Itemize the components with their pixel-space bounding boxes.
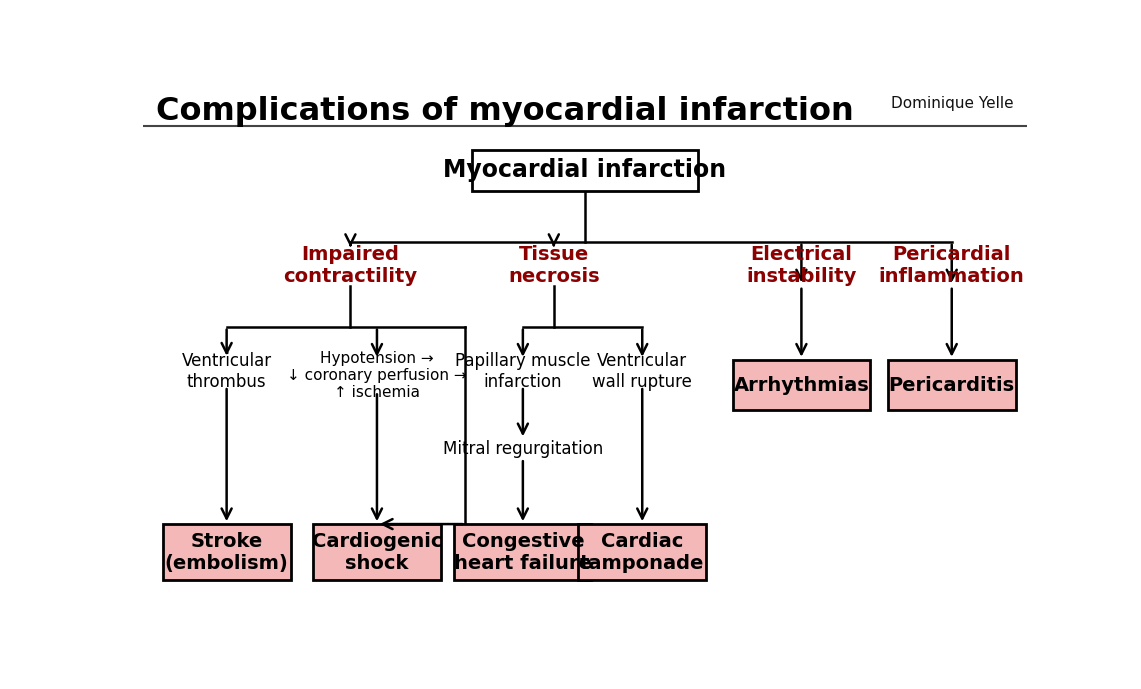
Text: Papillary muscle
infarction: Papillary muscle infarction (455, 352, 591, 391)
Text: Mitral regurgitation: Mitral regurgitation (443, 440, 602, 457)
Text: Myocardial infarction: Myocardial infarction (443, 158, 727, 182)
Text: Hypotension →
↓ coronary perfusion →
↑ ischemia: Hypotension → ↓ coronary perfusion → ↑ i… (288, 351, 467, 400)
Text: Tissue
necrosis: Tissue necrosis (508, 245, 600, 286)
Text: Stroke
(embolism): Stroke (embolism) (164, 532, 289, 573)
FancyBboxPatch shape (472, 150, 697, 191)
FancyBboxPatch shape (578, 524, 706, 580)
FancyBboxPatch shape (313, 524, 442, 580)
Text: Pericarditis: Pericarditis (889, 376, 1014, 395)
Text: Impaired
contractility: Impaired contractility (283, 245, 418, 286)
Text: Electrical
instability: Electrical instability (746, 245, 857, 286)
Text: Congestive
heart failure: Congestive heart failure (454, 532, 592, 573)
FancyBboxPatch shape (454, 524, 591, 580)
Text: Complications of myocardial infarction: Complications of myocardial infarction (156, 96, 853, 127)
Text: Ventricular
thrombus: Ventricular thrombus (181, 352, 272, 391)
Text: Arrhythmias: Arrhythmias (734, 376, 869, 395)
FancyBboxPatch shape (162, 524, 291, 580)
Text: Dominique Yelle: Dominique Yelle (891, 96, 1013, 111)
Text: Ventricular
wall rupture: Ventricular wall rupture (592, 352, 693, 391)
FancyBboxPatch shape (733, 360, 869, 410)
Text: Cardiac
tamponade: Cardiac tamponade (580, 532, 704, 573)
FancyBboxPatch shape (888, 360, 1015, 410)
Text: Pericardial
inflammation: Pericardial inflammation (879, 245, 1025, 286)
Text: Cardiogenic
shock: Cardiogenic shock (311, 532, 443, 573)
